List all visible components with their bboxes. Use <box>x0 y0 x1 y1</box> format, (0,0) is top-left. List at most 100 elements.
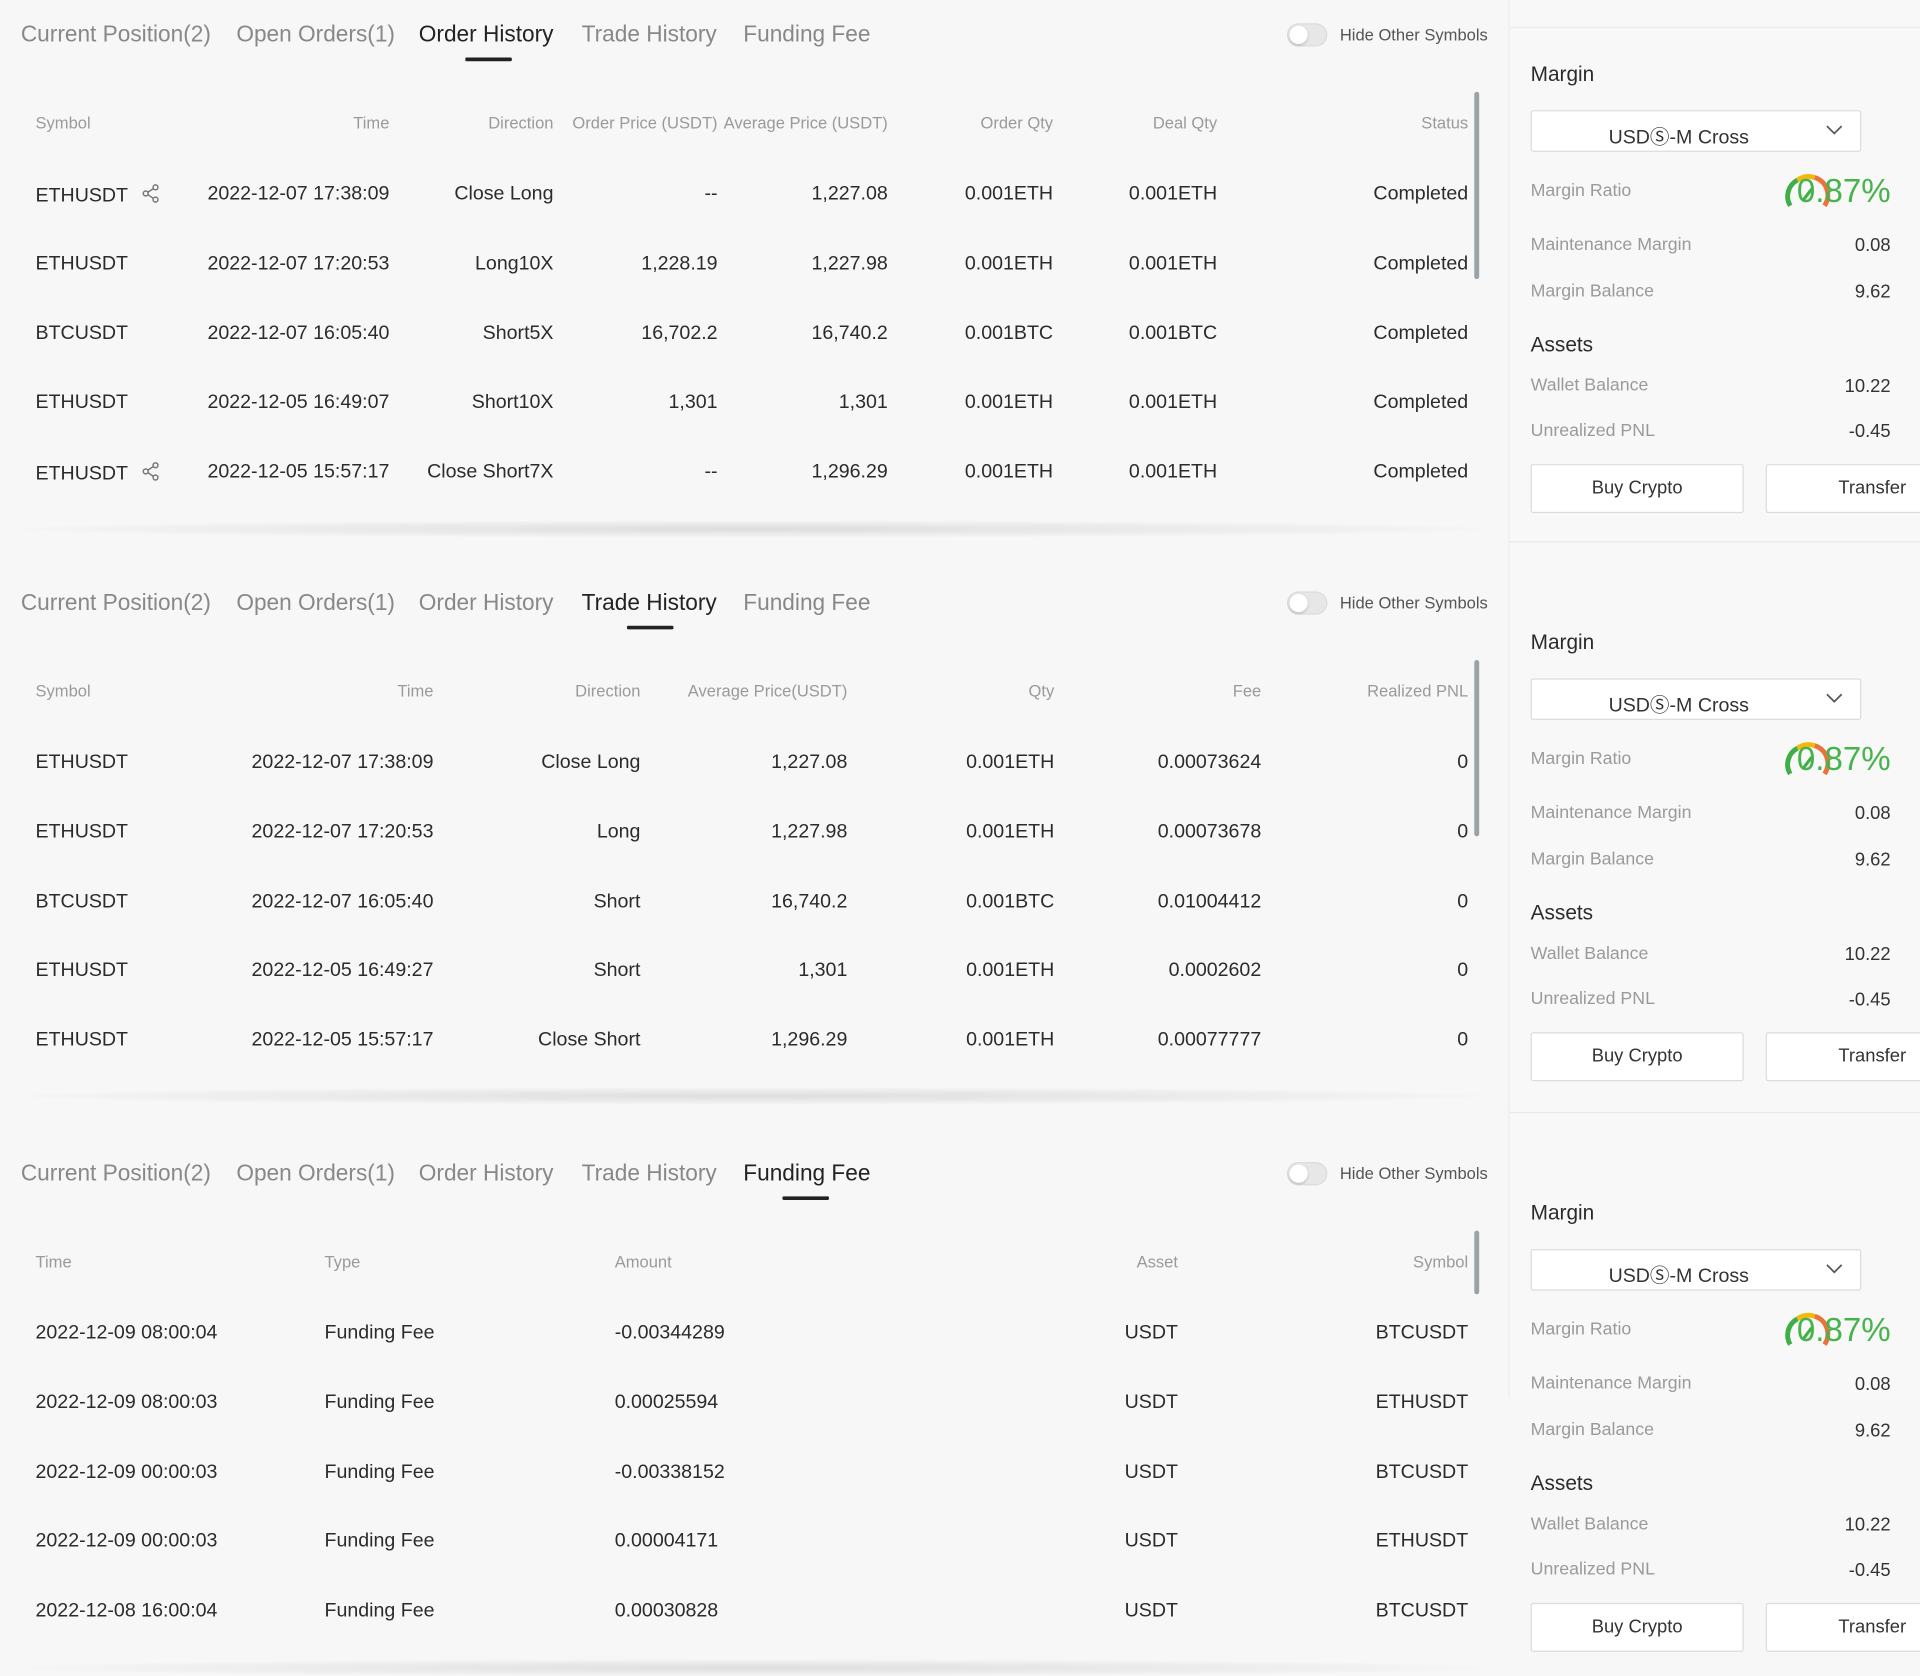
tab-current-position[interactable]: Current Position(2) <box>20 20 211 47</box>
column-header-fee: Fee <box>1232 682 1262 701</box>
margin-panel: Margin USDⓈ-M Cross Margin Ratio 0.87% Maint… <box>1510 0 1920 514</box>
column-header-deal-qty: Deal Qty <box>1152 113 1218 133</box>
maintenance-margin-value: 0.08 <box>1854 1373 1891 1395</box>
column-header-symbol: Symbol <box>35 682 91 701</box>
cell-deal-qty: 0.001ETH <box>1128 183 1218 205</box>
cell-avg-price: 1,301 <box>838 391 888 413</box>
cell-pnl: 0 <box>1457 891 1469 913</box>
cell-time: 2022-12-07 16:05:40 <box>207 323 390 345</box>
cell-amount: -0.00344289 <box>614 1322 725 1344</box>
cell-status: Completed <box>1373 391 1469 413</box>
buy-crypto-button[interactable]: Buy Crypto <box>1530 1032 1744 1082</box>
cell-symbol: BTCUSDT <box>1375 1462 1469 1483</box>
cell-asset: USDT <box>1124 1392 1178 1414</box>
column-header-order-price: Order Price (USDT) <box>572 113 718 133</box>
tab-open-orders[interactable]: Open Orders(1) <box>236 1159 395 1186</box>
tab-order-history[interactable]: Order History <box>418 588 554 615</box>
tab-funding-fee[interactable]: Funding Fee <box>743 588 871 615</box>
hide-other-symbols-toggle[interactable] <box>1287 23 1328 47</box>
symbol-text: ETHUSDT <box>35 463 129 485</box>
cell-asset: USDT <box>1124 1600 1178 1622</box>
buy-crypto-button[interactable]: Buy Crypto <box>1530 1602 1744 1652</box>
cell-direction: Short <box>593 891 641 913</box>
cell-avg-price: 16,740.2 <box>771 891 848 913</box>
table-scrollbar[interactable] <box>1474 1230 1480 1295</box>
cell-pnl: 0 <box>1457 821 1469 843</box>
transfer-button[interactable]: Transfer <box>1765 1602 1920 1652</box>
unrealized-pnl-value: -0.45 <box>1848 1560 1891 1581</box>
cell-time: 2022-12-07 17:38:09 <box>251 751 434 773</box>
transfer-button[interactable]: Transfer <box>1765 1032 1920 1082</box>
margin-ratio-gauge-icon <box>1783 737 1832 785</box>
cell-type: Funding Fee <box>324 1600 435 1622</box>
tab-open-orders[interactable]: Open Orders(1) <box>236 20 395 47</box>
tab-trade-history[interactable]: Trade History <box>581 20 717 47</box>
hide-other-symbols-toggle[interactable] <box>1287 591 1328 615</box>
margin-balance-value: 9.62 <box>1854 849 1891 871</box>
symbol-text: ETHUSDT <box>35 185 129 207</box>
margin-mode-dropdown[interactable]: USDⓈ-M Cross <box>1530 110 1862 152</box>
table-scrollbar[interactable] <box>1474 91 1480 280</box>
wallet-balance-label: Wallet Balance <box>1530 944 1649 964</box>
hide-other-symbols-label: Hide Other Symbols <box>1339 1164 1488 1183</box>
active-tab-indicator <box>782 1196 829 1201</box>
margin-mode-value: USDⓈ-M Cross <box>1608 127 1749 149</box>
hide-other-symbols-toggle[interactable] <box>1287 1162 1328 1186</box>
cell-qty: 0.001ETH <box>966 960 1055 981</box>
cell-time: 2022-12-05 15:57:17 <box>207 461 390 483</box>
share-icon[interactable] <box>140 184 160 210</box>
cell-pnl: 0 <box>1457 751 1469 773</box>
cell-avg-price: 1,301 <box>798 960 848 981</box>
cell-time: 2022-12-07 17:38:09 <box>207 183 390 205</box>
buy-crypto-button[interactable]: Buy Crypto <box>1530 464 1744 514</box>
cell-order-price: -- <box>704 183 718 205</box>
cell-status: Completed <box>1373 323 1469 345</box>
transfer-button[interactable]: Transfer <box>1765 464 1920 514</box>
table-scrollbar[interactable] <box>1474 660 1480 837</box>
maintenance-margin-value: 0.08 <box>1854 803 1891 825</box>
maintenance-margin-label: Maintenance Margin <box>1530 1373 1692 1394</box>
cell-time: 2022-12-09 00:00:03 <box>35 1462 218 1483</box>
maintenance-margin-value: 0.08 <box>1854 235 1891 256</box>
cell-status: Completed <box>1373 183 1469 205</box>
cell-avg-price: 1,227.98 <box>811 253 888 275</box>
tab-open-orders[interactable]: Open Orders(1) <box>236 588 395 615</box>
cell-time: 2022-12-09 00:00:03 <box>35 1530 218 1552</box>
column-header-time: Time <box>397 682 434 701</box>
hide-other-symbols: Hide Other Symbols <box>1287 591 1488 615</box>
cell-type: Funding Fee <box>324 1530 435 1552</box>
margin-title: Margin <box>1530 62 1595 86</box>
column-header-symbol: Symbol <box>1413 1252 1469 1272</box>
cell-pnl: 0 <box>1457 1029 1469 1051</box>
tab-order-history[interactable]: Order History <box>418 1159 554 1186</box>
panel-divider <box>1509 1111 1920 1114</box>
tab-trade-history[interactable]: Trade History <box>581 588 717 615</box>
hide-other-symbols: Hide Other Symbols <box>1287 1162 1488 1186</box>
cell-symbol: ETHUSDT <box>1375 1530 1469 1552</box>
margin-ratio-value: 0.87% <box>1796 1311 1891 1349</box>
margin-mode-dropdown[interactable]: USDⓈ-M Cross <box>1530 1248 1862 1291</box>
table-bottom-shadow <box>24 520 1482 538</box>
tab-trade-history[interactable]: Trade History <box>581 1159 717 1186</box>
tab-current-position[interactable]: Current Position(2) <box>20 588 211 615</box>
cell-symbol: ETHUSDT <box>36 253 129 275</box>
tab-current-position[interactable]: Current Position(2) <box>20 1159 211 1186</box>
cell-time: 2022-12-07 17:20:53 <box>251 821 434 843</box>
tab-funding-fee[interactable]: Funding Fee <box>743 20 871 47</box>
wallet-balance-label: Wallet Balance <box>1530 1514 1649 1535</box>
margin-mode-value: USDⓈ-M Cross <box>1608 1266 1749 1287</box>
active-tab-indicator <box>626 625 674 630</box>
cell-direction: Close Short <box>538 1029 641 1051</box>
cell-time: 2022-12-07 17:20:53 <box>207 253 390 275</box>
margin-mode-dropdown[interactable]: USDⓈ-M Cross <box>1530 678 1862 721</box>
tab-order-history[interactable]: Order History <box>418 20 554 47</box>
column-header-time: Time <box>353 113 390 133</box>
share-icon[interactable] <box>140 462 160 488</box>
tab-funding-fee[interactable]: Funding Fee <box>743 1159 871 1186</box>
cell-asset: USDT <box>1124 1322 1178 1344</box>
cell-time: 2022-12-09 08:00:04 <box>35 1322 218 1344</box>
hide-other-symbols: Hide Other Symbols <box>1287 23 1488 47</box>
cell-fee: 0.01004412 <box>1157 891 1262 913</box>
trade-history-panel: Current Position(2) Open Orders(1) Order… <box>0 568 1509 1105</box>
cell-symbol: BTCUSDT <box>1375 1322 1469 1344</box>
